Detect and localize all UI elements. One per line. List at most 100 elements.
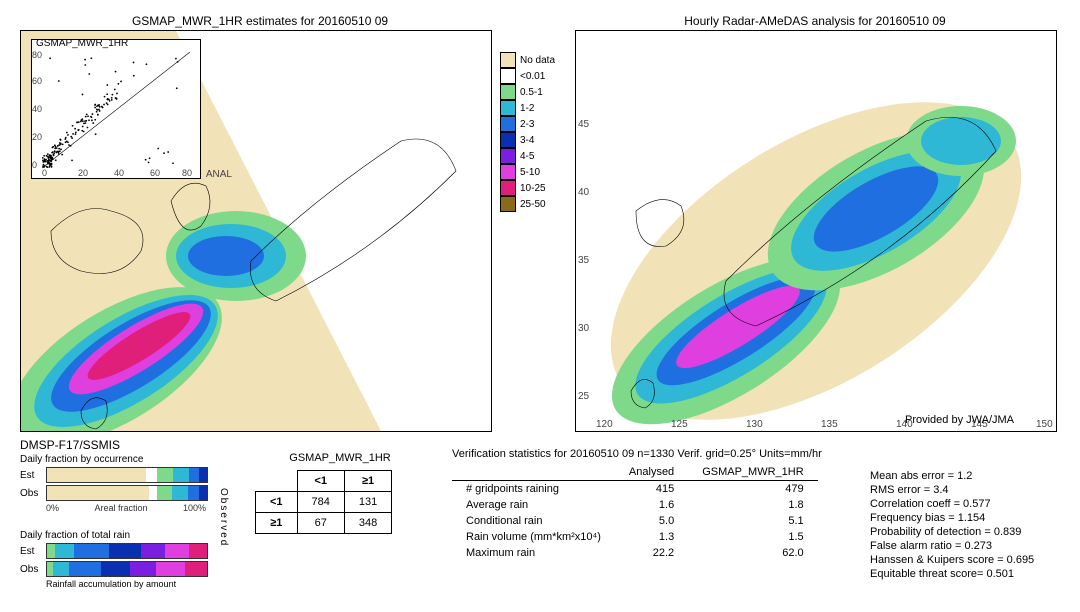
occ-axis-0: 0% — [46, 503, 59, 513]
verif-col-a: Analysed — [615, 464, 688, 481]
verif-row-label: Maximum rain — [452, 545, 615, 561]
svg-text:60: 60 — [150, 168, 160, 178]
bar-seg — [130, 562, 156, 576]
svg-text:150: 150 — [1036, 419, 1053, 430]
right-map-svg: 120125130 135140145150 2530354045 — [576, 31, 1056, 431]
svg-text:45: 45 — [578, 119, 590, 130]
verif-val-a: 1.3 — [615, 529, 688, 545]
legend-label: <0.01 — [520, 71, 545, 82]
error-line: False alarm ratio = 0.273 — [870, 540, 1034, 552]
svg-text:80: 80 — [182, 168, 192, 178]
inset-scatter — [42, 57, 179, 168]
legend-swatch — [500, 196, 516, 212]
bar-seg — [53, 562, 69, 576]
bar-rain-est — [46, 543, 208, 559]
error-line: RMS error = 3.4 — [870, 484, 1034, 496]
bars-rain-title: Daily fraction of total rain — [20, 530, 208, 541]
bar-seg — [149, 486, 157, 500]
bar-seg — [173, 468, 189, 482]
error-line: Equitable threat score= 0.501 — [870, 568, 1034, 580]
bar-seg — [188, 486, 199, 500]
legend-label: 0.5-1 — [520, 87, 543, 98]
svg-text:0: 0 — [32, 160, 37, 170]
observed-vertical: Observed — [218, 488, 229, 547]
bar-occ-est — [46, 467, 208, 483]
row-obs2: Obs — [20, 564, 46, 575]
error-line: Correlation coeff = 0.577 — [870, 498, 1034, 510]
bar-seg — [146, 468, 157, 482]
bar-seg — [55, 544, 74, 558]
verif-row-label: Conditional rain — [452, 513, 615, 529]
bar-seg — [157, 486, 171, 500]
svg-text:20: 20 — [78, 168, 88, 178]
verification-block: Verification statistics for 20160510 09 … — [452, 448, 822, 561]
verif-col-b: GSMAP_MWR_1HR — [688, 464, 817, 481]
legend-row: 2-3 — [500, 116, 555, 132]
ct-c: 67 — [297, 513, 344, 534]
legend-swatch — [500, 132, 516, 148]
ct-d: 348 — [344, 513, 391, 534]
legend-label: No data — [520, 55, 555, 66]
row-est2: Est — [20, 546, 46, 557]
verif-row-label: Rain volume (mm*km²x10⁴) — [452, 529, 615, 545]
error-line: Probability of detection = 0.839 — [870, 526, 1034, 538]
svg-text:40: 40 — [32, 104, 42, 114]
bar-seg — [189, 544, 207, 558]
svg-text:0: 0 — [42, 168, 47, 178]
legend-swatch — [500, 180, 516, 196]
ct-a: 784 — [297, 492, 344, 513]
legend-swatch — [500, 52, 516, 68]
verif-val-a: 1.6 — [615, 497, 688, 513]
precip-legend: No data<0.010.5-11-22-33-44-55-1010-2525… — [500, 52, 555, 212]
legend-row: No data — [500, 52, 555, 68]
satellite-label: DMSP-F17/SSMIS — [20, 438, 120, 452]
ct-header: GSMAP_MWR_1HR — [255, 452, 425, 464]
svg-text:80: 80 — [32, 50, 42, 60]
legend-swatch — [500, 164, 516, 180]
bar-seg — [47, 468, 146, 482]
legend-swatch — [500, 148, 516, 164]
legend-swatch — [500, 100, 516, 116]
occ-axis-mid: Areal fraction — [94, 503, 147, 513]
bar-seg — [47, 486, 149, 500]
right-map: 120125130 135140145150 2530354045 — [575, 30, 1057, 432]
svg-text:40: 40 — [114, 168, 124, 178]
inset-diag — [42, 52, 190, 168]
legend-swatch — [500, 68, 516, 84]
bar-seg — [165, 544, 189, 558]
legend-label: 2-3 — [520, 119, 534, 130]
legend-label: 3-4 — [520, 135, 534, 146]
ct-col2: ≥1 — [344, 471, 391, 492]
legend-row: 3-4 — [500, 132, 555, 148]
legend-row: 0.5-1 — [500, 84, 555, 100]
legend-label: 25-50 — [520, 199, 546, 210]
verif-table: AnalysedGSMAP_MWR_1HR # gridpoints raini… — [452, 464, 818, 561]
bars-rain-caption: Rainfall accumulation by amount — [46, 579, 208, 589]
verif-val-b: 62.0 — [688, 545, 817, 561]
legend-row: <0.01 — [500, 68, 555, 84]
bar-seg — [47, 544, 55, 558]
verif-val-b: 1.5 — [688, 529, 817, 545]
bar-seg — [141, 544, 165, 558]
bar-seg — [185, 562, 207, 576]
verif-val-a: 22.2 — [615, 545, 688, 561]
verif-title: Verification statistics for 20160510 09 … — [452, 448, 822, 460]
legend-row: 25-50 — [500, 196, 555, 212]
legend-swatch — [500, 84, 516, 100]
svg-text:120: 120 — [596, 419, 613, 430]
verif-row-label: # gridpoints raining — [452, 481, 615, 498]
svg-text:25: 25 — [578, 391, 590, 402]
svg-text:60: 60 — [32, 76, 42, 86]
bar-seg — [69, 562, 101, 576]
bar-seg — [199, 486, 207, 500]
legend-label: 10-25 — [520, 183, 546, 194]
legend-label: 4-5 — [520, 151, 534, 162]
row-est: Est — [20, 470, 46, 481]
error-line: Frequency bias = 1.154 — [870, 512, 1034, 524]
provided-by: Provided by JWA/JMA — [905, 414, 1014, 426]
legend-label: 1-2 — [520, 103, 534, 114]
bars-totalrain: Daily fraction of total rain Est Obs Rai… — [20, 530, 208, 589]
verif-val-b: 5.1 — [688, 513, 817, 529]
verif-val-b: 1.8 — [688, 497, 817, 513]
error-scores: Mean abs error = 1.2RMS error = 3.4Corre… — [870, 468, 1034, 582]
